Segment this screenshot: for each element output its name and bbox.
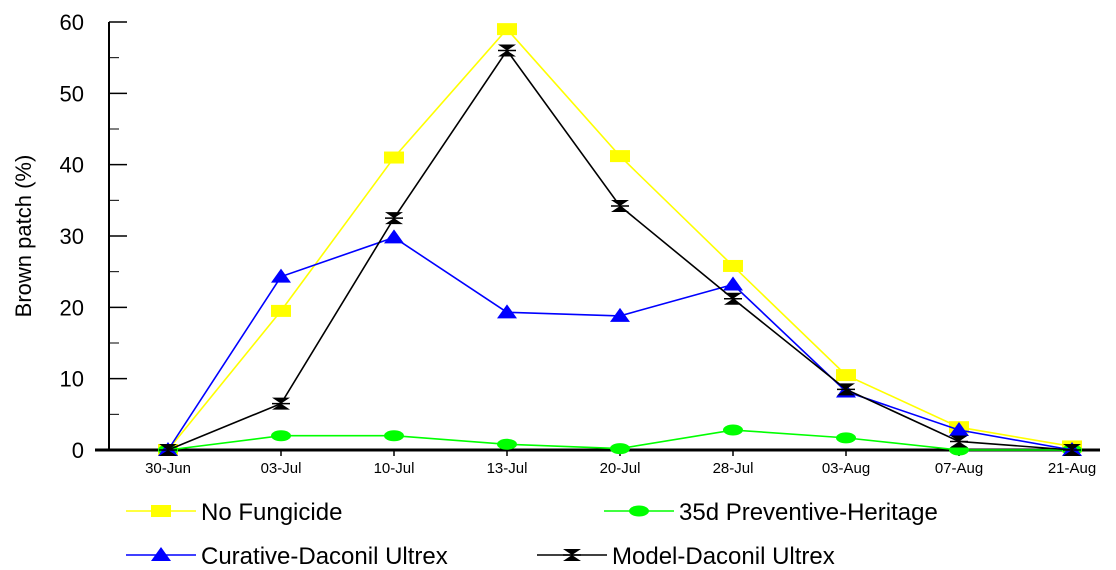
data-point bbox=[949, 422, 969, 437]
y-tick-label: 0 bbox=[72, 438, 84, 463]
x-tick-label: 10-Jul bbox=[374, 460, 415, 477]
legend-item-2: Curative-Daconil Ultrex bbox=[126, 543, 448, 570]
data-point bbox=[610, 443, 630, 455]
x-tick-label: 13-Jul bbox=[487, 460, 528, 477]
series-line-0 bbox=[167, 27, 1073, 451]
x-tick-label: 28-Jul bbox=[713, 460, 754, 477]
x-axis-ticks: 30-Jun 03-Jul 10-Jul 13-Jul 20-Jul 28-Jul 03-A… bbox=[145, 450, 1096, 477]
y-axis-label: Brown patch (%) bbox=[11, 155, 36, 318]
data-point bbox=[384, 151, 404, 164]
legend: No Fungicide 35d Preventive-Heritage Curat… bbox=[126, 499, 938, 570]
legend-marker bbox=[629, 505, 649, 517]
y-tick-label: 40 bbox=[60, 153, 84, 178]
legend-label: Model-Daconil Ultrex bbox=[612, 543, 835, 570]
series-line-3 bbox=[167, 49, 1073, 451]
series-line-2 bbox=[167, 236, 1073, 451]
data-point bbox=[271, 268, 291, 283]
data-point bbox=[836, 432, 856, 444]
y-tick-label: 10 bbox=[60, 367, 84, 392]
x-tick-label: 30-Jun bbox=[145, 460, 191, 477]
y-tick-label: 30 bbox=[60, 224, 84, 249]
x-tick-label: 07-Aug bbox=[935, 460, 983, 477]
series-0 bbox=[158, 23, 1082, 456]
data-point bbox=[836, 369, 856, 382]
y-tick-label: 60 bbox=[60, 10, 84, 35]
series-3 bbox=[159, 44, 1081, 456]
legend-label: Curative-Daconil Ultrex bbox=[201, 543, 448, 570]
data-point bbox=[384, 229, 404, 244]
data-point bbox=[271, 430, 291, 442]
series-group bbox=[158, 23, 1082, 456]
y-tick-label: 50 bbox=[60, 81, 84, 106]
legend-item-3: Model-Daconil Ultrex bbox=[537, 543, 835, 570]
y-axis-ticks: 0 10 20 30 40 50 60 bbox=[60, 10, 127, 463]
data-point bbox=[610, 150, 630, 163]
x-tick-label: 21-Aug bbox=[1048, 460, 1096, 477]
data-point bbox=[723, 424, 743, 436]
legend-item-1: 35d Preventive-Heritage bbox=[604, 499, 938, 526]
data-point bbox=[497, 304, 517, 319]
x-tick-label: 03-Aug bbox=[822, 460, 870, 477]
y-tick-label: 20 bbox=[60, 295, 84, 320]
axes bbox=[95, 22, 1100, 452]
legend-marker bbox=[151, 547, 171, 561]
series-2 bbox=[158, 229, 1082, 456]
data-point bbox=[610, 307, 630, 322]
x-tick-label: 03-Jul bbox=[261, 460, 302, 477]
legend-label: 35d Preventive-Heritage bbox=[679, 499, 938, 526]
data-point bbox=[497, 438, 517, 450]
legend-item-0: No Fungicide bbox=[126, 499, 342, 526]
x-tick-label: 20-Jul bbox=[600, 460, 641, 477]
legend-label: No Fungicide bbox=[201, 499, 342, 526]
data-point bbox=[384, 430, 404, 442]
data-point bbox=[723, 276, 743, 291]
data-point bbox=[723, 259, 743, 272]
legend-marker bbox=[151, 505, 171, 517]
data-point bbox=[271, 304, 291, 317]
data-point bbox=[497, 23, 517, 36]
